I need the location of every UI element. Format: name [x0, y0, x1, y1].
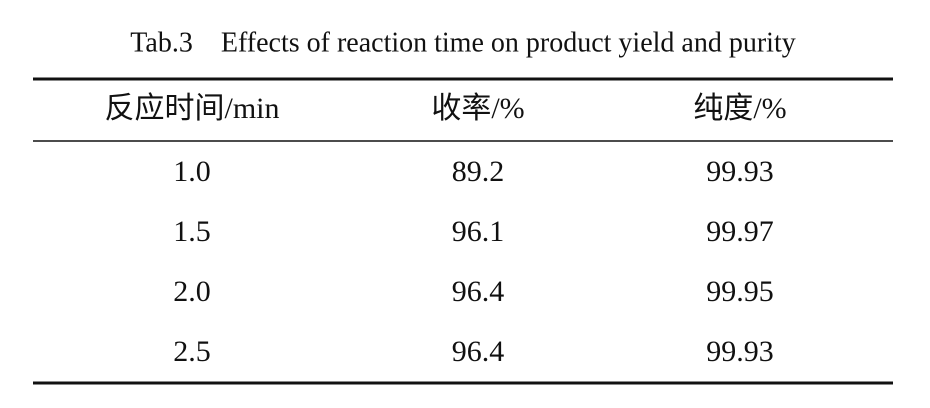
table-cell: 96.4 — [452, 275, 505, 308]
table-cell: 2.5 — [173, 335, 211, 368]
table-cell: 2.0 — [173, 275, 211, 308]
table-cell: 89.2 — [452, 155, 505, 188]
table-cell: 1.5 — [173, 215, 211, 248]
table-title: Tab.3 Effects of reaction time on produc… — [130, 27, 795, 58]
table-cell: 96.1 — [452, 215, 505, 248]
table-cell: 99.93 — [706, 155, 774, 188]
header-cell: 纯度/% — [693, 92, 786, 125]
table-cell: 96.4 — [452, 335, 505, 368]
table-cell: 99.95 — [706, 275, 774, 308]
table-cell: 99.97 — [706, 215, 774, 248]
header-cell: 收率/% — [431, 92, 524, 125]
table-cell: 99.93 — [706, 335, 774, 368]
header-cell: 反应时间/min — [104, 92, 279, 125]
table-cell: 1.0 — [173, 155, 211, 188]
